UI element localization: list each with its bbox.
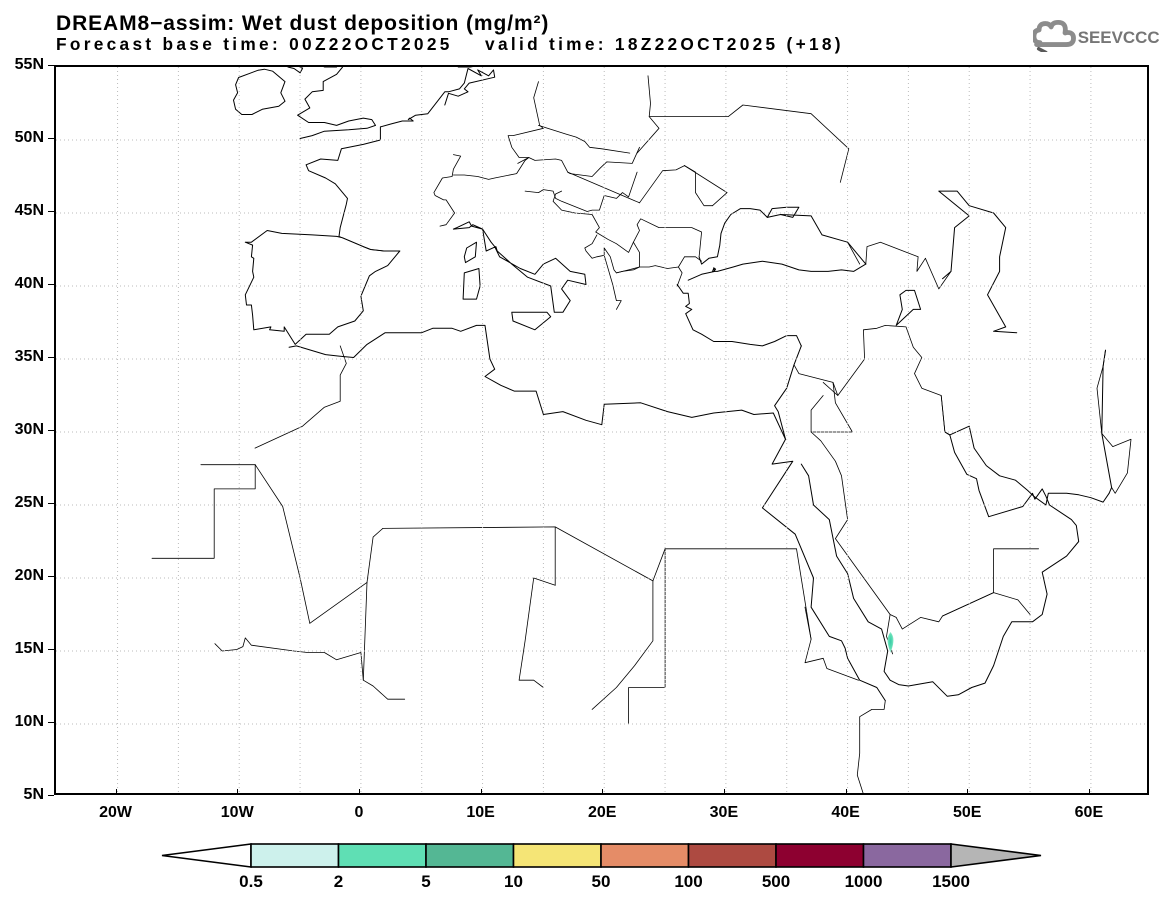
svg-text:SEEVCCC: SEEVCCC [1078,28,1160,47]
